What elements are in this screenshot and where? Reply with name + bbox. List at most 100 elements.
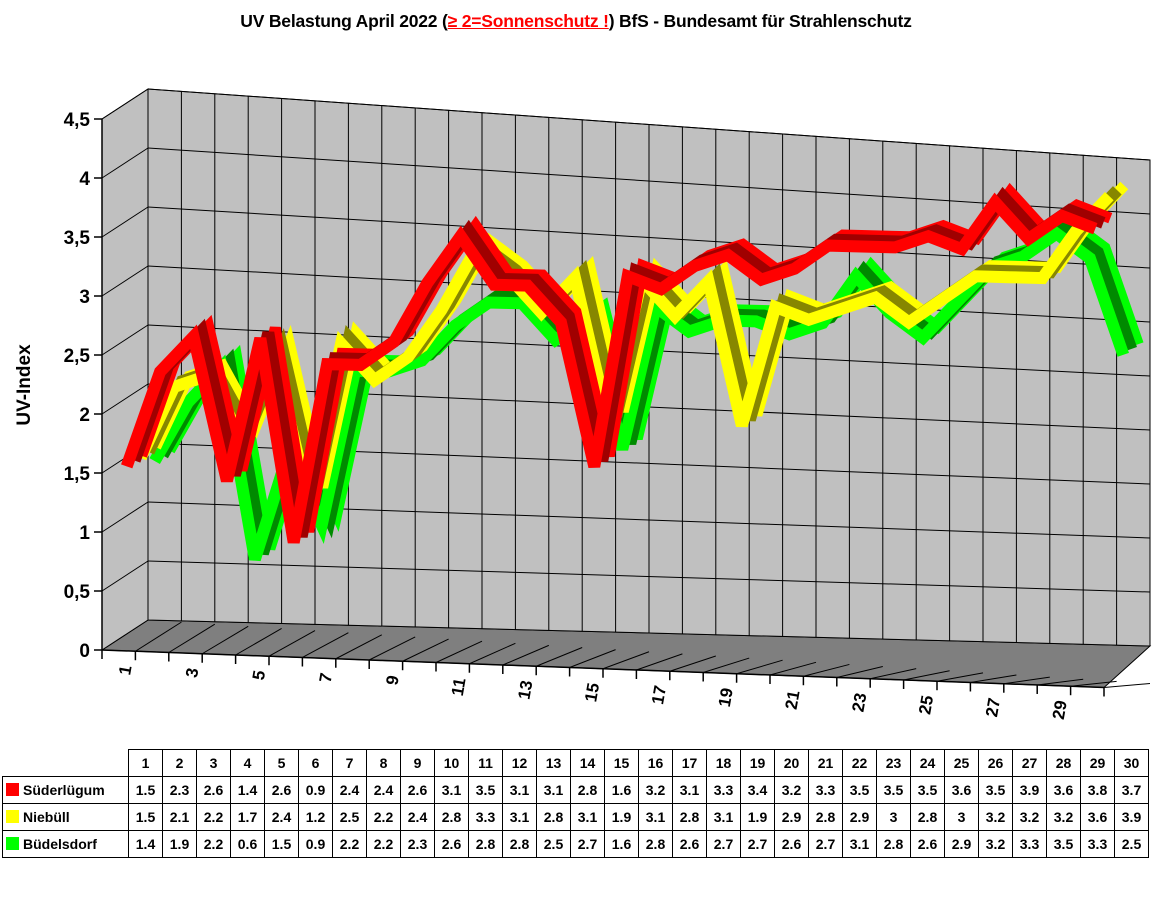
- x-axis: 1 3 5 7 9 11 13 15 17 19 21 23 25 27 29: [101, 649, 1105, 721]
- value-cell: 2.8: [434, 803, 469, 831]
- value-cell: 3.5: [978, 776, 1013, 804]
- data-table: 1 2 3 4 5 6 7 8 9 10 11 12 13 14 15 16 17 18 19 20 21 22 23 24 2…: [2, 749, 1149, 858]
- day-header-cell: 28: [1046, 749, 1081, 777]
- value-cell: 2.6: [400, 776, 435, 804]
- x-tick-label: 29: [1049, 699, 1071, 721]
- y-tick-label: 2,5: [64, 346, 91, 367]
- value-cell: 2.5: [536, 830, 571, 858]
- x-tick-label: 19: [715, 686, 737, 708]
- table-row: Niebüll 1.5 2.1 2.2 1.7 2.4 1.2 2.5 2.2 2.4 2.8 3.3…: [2, 803, 1149, 831]
- y-tick-label: 3: [79, 287, 90, 308]
- x-tick-label: 1: [115, 664, 135, 677]
- x-tick-label: 21: [782, 689, 804, 711]
- value-cell: 3.3: [1080, 830, 1115, 858]
- series-label-cell: Süderlügum: [2, 776, 129, 804]
- value-cell: 2.4: [264, 803, 299, 831]
- value-cell: 2.7: [706, 830, 741, 858]
- value-cell: 2.5: [332, 803, 367, 831]
- value-cell: 2.9: [944, 830, 979, 858]
- value-cell: 2.8: [502, 830, 537, 858]
- value-cell: 2.8: [808, 803, 843, 831]
- value-cell: 3.1: [672, 776, 707, 804]
- x-tick-label: 11: [448, 676, 470, 697]
- value-cell: 2.6: [196, 776, 231, 804]
- day-header-cell: 21: [808, 749, 843, 777]
- value-cell: 3.2: [1046, 803, 1081, 831]
- day-header-cell: 15: [604, 749, 639, 777]
- value-cell: 1.4: [230, 776, 265, 804]
- value-cell: 2.4: [366, 776, 401, 804]
- value-cell: 2.8: [910, 803, 945, 831]
- series-ribbons: [121, 181, 1144, 562]
- value-cell: 3: [876, 803, 911, 831]
- chart-title-part3: ) BfS - Bundesamt für Strahlenschutz: [608, 11, 912, 31]
- x-tick-label: 5: [249, 669, 269, 682]
- value-cell: 2.4: [400, 803, 435, 831]
- day-header-cell: 5: [264, 749, 299, 777]
- y-tick-label: 0: [79, 641, 90, 662]
- series-color-swatch: [6, 783, 19, 796]
- series-name: Niebüll: [23, 809, 70, 825]
- day-header-cell: 30: [1114, 749, 1149, 777]
- table-header-row: 1 2 3 4 5 6 7 8 9 10 11 12 13 14 15 16 17 18 19 20 21 22 23 24 2…: [3, 749, 1149, 777]
- value-cell: 1.2: [298, 803, 333, 831]
- value-cell: 1.9: [162, 830, 197, 858]
- series-color-swatch: [6, 837, 19, 850]
- x-tick-label: 9: [382, 674, 402, 687]
- value-cell: 2.8: [536, 803, 571, 831]
- value-cell: 2.7: [570, 830, 605, 858]
- day-header-cell: 3: [196, 749, 231, 777]
- value-cell: 2.8: [468, 830, 503, 858]
- value-cell: 3.7: [1114, 776, 1149, 804]
- day-header-cell: 12: [502, 749, 537, 777]
- day-header-cell: 6: [298, 749, 333, 777]
- day-header-cell: 25: [944, 749, 979, 777]
- day-header-cell: 13: [536, 749, 571, 777]
- value-cell: 3.9: [1114, 803, 1149, 831]
- value-cell: 2.8: [570, 776, 605, 804]
- value-cell: 3: [944, 803, 979, 831]
- value-cell: 2.6: [910, 830, 945, 858]
- series-ribbon-1: [121, 182, 1113, 544]
- value-cell: 2.8: [638, 830, 673, 858]
- value-cell: 2.5: [1114, 830, 1149, 858]
- value-cell: 3.1: [502, 803, 537, 831]
- value-cell: 3.1: [706, 803, 741, 831]
- day-header-cell: 8: [366, 749, 401, 777]
- chart-title-highlight: ≥ 2=Sonnenschutz !: [447, 11, 609, 31]
- x-tick-label: 27: [982, 696, 1004, 718]
- day-header-cell: 27: [1012, 749, 1047, 777]
- x-tick-label: 15: [581, 681, 603, 703]
- value-cell: 3.3: [1012, 830, 1047, 858]
- x-tick-label: 17: [648, 684, 670, 706]
- value-cell: 3.1: [434, 776, 469, 804]
- value-cell: 2.2: [196, 803, 231, 831]
- value-cell: 0.6: [230, 830, 265, 858]
- value-cell: 2.2: [366, 830, 401, 858]
- value-cell: 2.3: [400, 830, 435, 858]
- value-cell: 3.2: [774, 776, 809, 804]
- value-cell: 1.5: [128, 803, 163, 831]
- value-cell: 3.2: [1012, 803, 1047, 831]
- value-cell: 1.5: [128, 776, 163, 804]
- y-tick-label: 3,5: [64, 228, 91, 249]
- value-cell: 2.2: [366, 803, 401, 831]
- x-tick-label: 23: [848, 691, 870, 713]
- value-cell: 2.6: [672, 830, 707, 858]
- value-cell: 3.4: [740, 776, 775, 804]
- y-tick-label: 4: [79, 169, 90, 190]
- value-cell: 2.7: [808, 830, 843, 858]
- value-cell: 1.6: [604, 830, 639, 858]
- value-cell: 3.2: [638, 776, 673, 804]
- day-header-cell: 24: [910, 749, 945, 777]
- value-cell: 3.8: [1080, 776, 1115, 804]
- value-cell: 3.1: [638, 803, 673, 831]
- day-header-cell: 10: [434, 749, 469, 777]
- y-axis-title: UV-Index: [14, 344, 35, 426]
- value-cell: 1.5: [264, 830, 299, 858]
- day-header-cell: 22: [842, 749, 877, 777]
- value-cell: 0.9: [298, 776, 333, 804]
- chart-title-part1: UV Belastung April 2022 (: [240, 11, 448, 31]
- y-tick-label: 0,5: [64, 582, 91, 603]
